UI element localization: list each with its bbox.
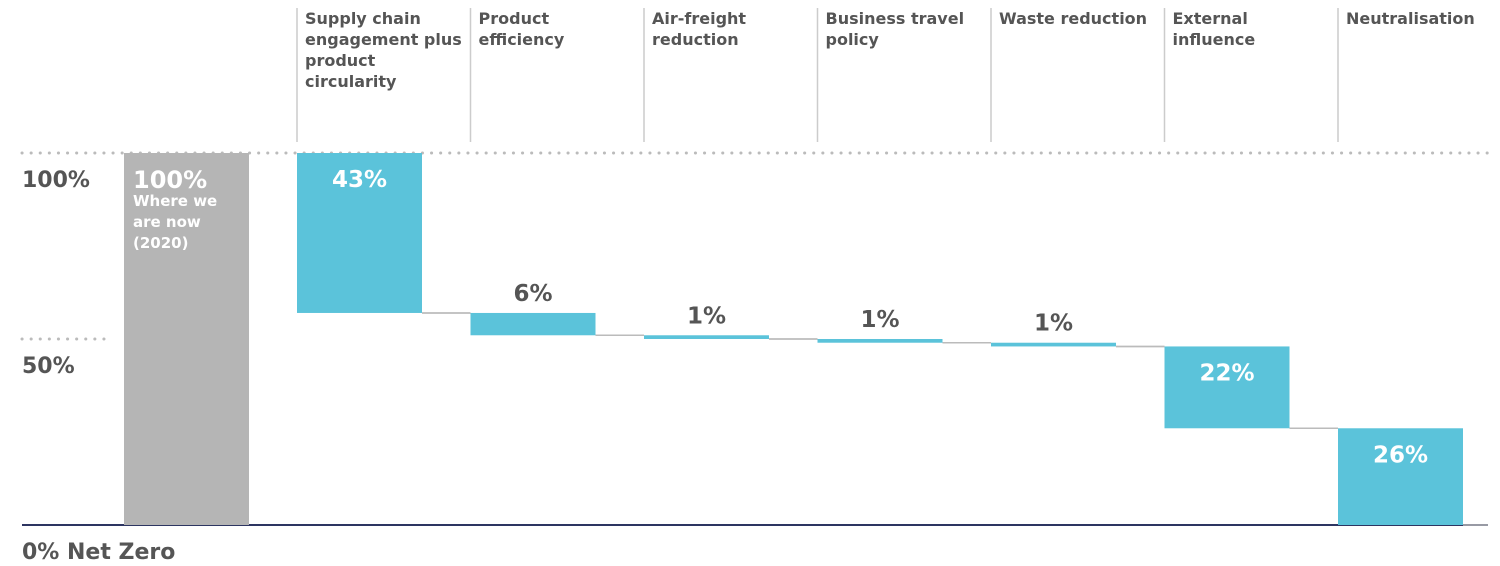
category-header: Waste reduction — [999, 9, 1148, 28]
bar — [644, 335, 769, 339]
category-header: Air-freight reduction — [652, 9, 747, 49]
category-header: Business travel policy — [825, 9, 965, 49]
y-tick-label: 0% Net Zero — [22, 540, 175, 565]
category-header: Product efficiency — [478, 9, 565, 49]
category-header: Neutralisation — [1346, 9, 1475, 28]
value-label: 1% — [860, 307, 899, 333]
bar — [470, 312, 596, 336]
value-label: 26% — [1373, 442, 1428, 468]
value-label: 22% — [1199, 360, 1254, 386]
y-tick-label: 100% — [22, 168, 90, 193]
bar — [1164, 346, 1290, 429]
value-label: 43% — [332, 167, 387, 193]
bar — [991, 342, 1116, 347]
bar-note: Where we are now (2020) — [133, 192, 218, 252]
y-tick-label: 50% — [22, 354, 75, 379]
category-header: External influence — [1172, 9, 1256, 49]
bar — [817, 339, 943, 343]
bar — [297, 153, 422, 313]
value-label: 100% — [133, 166, 207, 194]
value-label: 6% — [513, 281, 552, 307]
value-label: 1% — [687, 303, 726, 329]
bar — [1338, 428, 1463, 525]
value-label: 1% — [1034, 311, 1073, 337]
category-header: Supply chain engagement plus product cir… — [305, 9, 462, 91]
bar — [124, 153, 249, 525]
